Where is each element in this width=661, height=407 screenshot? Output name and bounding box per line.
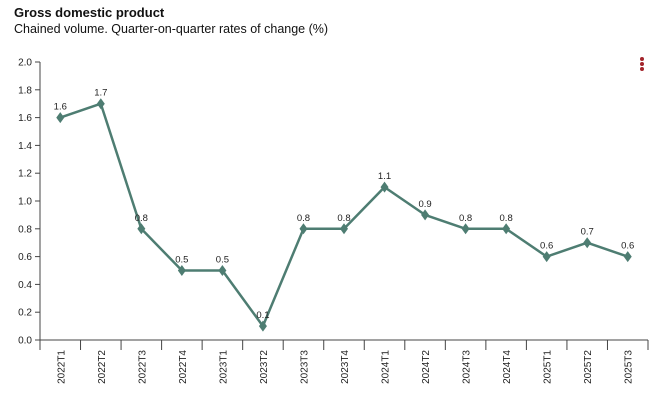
chart-subtitle: Chained volume. Quarter-on-quarter rates… — [14, 22, 329, 36]
y-tick-label: 0.8 — [18, 224, 32, 235]
data-label: 0.1 — [256, 310, 269, 321]
x-tick-label: 2025T1 — [543, 350, 554, 384]
data-label: 0.8 — [135, 213, 148, 224]
data-point-marker[interactable] — [56, 112, 65, 124]
data-point-marker[interactable] — [299, 223, 308, 235]
menu-dot — [640, 62, 644, 66]
x-tick-label: 2024T1 — [381, 350, 392, 384]
data-label: 0.5 — [216, 255, 229, 266]
data-label: 0.8 — [337, 213, 350, 224]
data-label: 0.9 — [418, 199, 431, 210]
data-point-marker[interactable] — [258, 320, 267, 332]
data-label: 1.6 — [54, 102, 67, 113]
data-label: 0.6 — [621, 241, 634, 252]
data-point-marker[interactable] — [340, 223, 348, 235]
data-point-marker[interactable] — [583, 237, 592, 249]
chart-title: Gross domestic product — [14, 5, 165, 20]
x-tick-label: 2024T2 — [421, 350, 432, 384]
data-point-marker[interactable] — [502, 223, 511, 235]
menu-dot — [640, 57, 644, 61]
data-point-marker[interactable] — [218, 265, 227, 276]
x-tick-label: 2023T1 — [218, 350, 229, 384]
x-tick-label: 2022T2 — [97, 350, 108, 384]
x-tick-label: 2024T4 — [502, 350, 513, 384]
y-tick-label: 0.2 — [18, 308, 32, 319]
y-tick-label: 1.6 — [18, 113, 32, 124]
data-label: 1.7 — [94, 88, 107, 99]
data-label: 0.8 — [459, 213, 472, 224]
x-tick-label: 2023T2 — [259, 350, 270, 384]
vertical-dots-menu-icon[interactable] — [638, 56, 646, 72]
data-label: 0.7 — [581, 227, 594, 238]
x-tick-label: 2023T4 — [340, 350, 351, 384]
x-tick-label: 2024T3 — [462, 350, 473, 384]
data-label: 1.1 — [378, 171, 391, 182]
data-point-marker[interactable] — [421, 209, 430, 221]
data-point-marker[interactable] — [542, 251, 551, 263]
x-tick-label: 2022T3 — [137, 350, 148, 384]
data-point-marker[interactable] — [137, 223, 146, 235]
x-tick-label: 2022T1 — [56, 350, 67, 384]
x-axis: 2022T1 2022T2 2022T3 2022T4 2023T1 2023T2 2023… — [39, 339, 649, 384]
y-tick-label: 1.4 — [18, 141, 32, 152]
series-layer: 1.6 1.7 0.8 0.5 0.5 0.1 0.8 0.8 1.1 0.9 0.8 0.8 0.6 0… — [54, 88, 634, 332]
data-point-marker[interactable] — [177, 265, 186, 276]
y-tick-label: 2.0 — [18, 58, 32, 69]
y-tick-label: 1.2 — [18, 169, 32, 180]
y-tick-label: 0.4 — [18, 280, 32, 291]
data-point-marker[interactable] — [623, 251, 632, 263]
y-tick-label: 0.0 — [18, 336, 32, 347]
y-axis: 0.0 0.2 0.4 0.6 0.8 1.0 1.2 1.4 1.6 1.8 2.0 — [18, 58, 41, 347]
x-tick-label: 2022T4 — [178, 350, 189, 384]
x-tick-label: 2025T3 — [624, 350, 635, 384]
data-label: 0.5 — [175, 255, 188, 266]
y-tick-label: 1.0 — [18, 197, 32, 208]
y-tick-label: 0.6 — [18, 252, 32, 263]
y-tick-label: 1.8 — [18, 85, 32, 96]
x-tick-label: 2025T2 — [583, 350, 594, 384]
data-point-marker[interactable] — [461, 223, 470, 235]
data-point-marker[interactable] — [380, 181, 389, 193]
data-label: 0.6 — [540, 241, 553, 252]
x-tick-label: 2023T3 — [299, 350, 310, 384]
data-label: 0.8 — [297, 213, 310, 224]
data-point-marker[interactable] — [96, 98, 105, 110]
menu-dot — [640, 67, 644, 71]
data-label: 0.8 — [500, 213, 513, 224]
